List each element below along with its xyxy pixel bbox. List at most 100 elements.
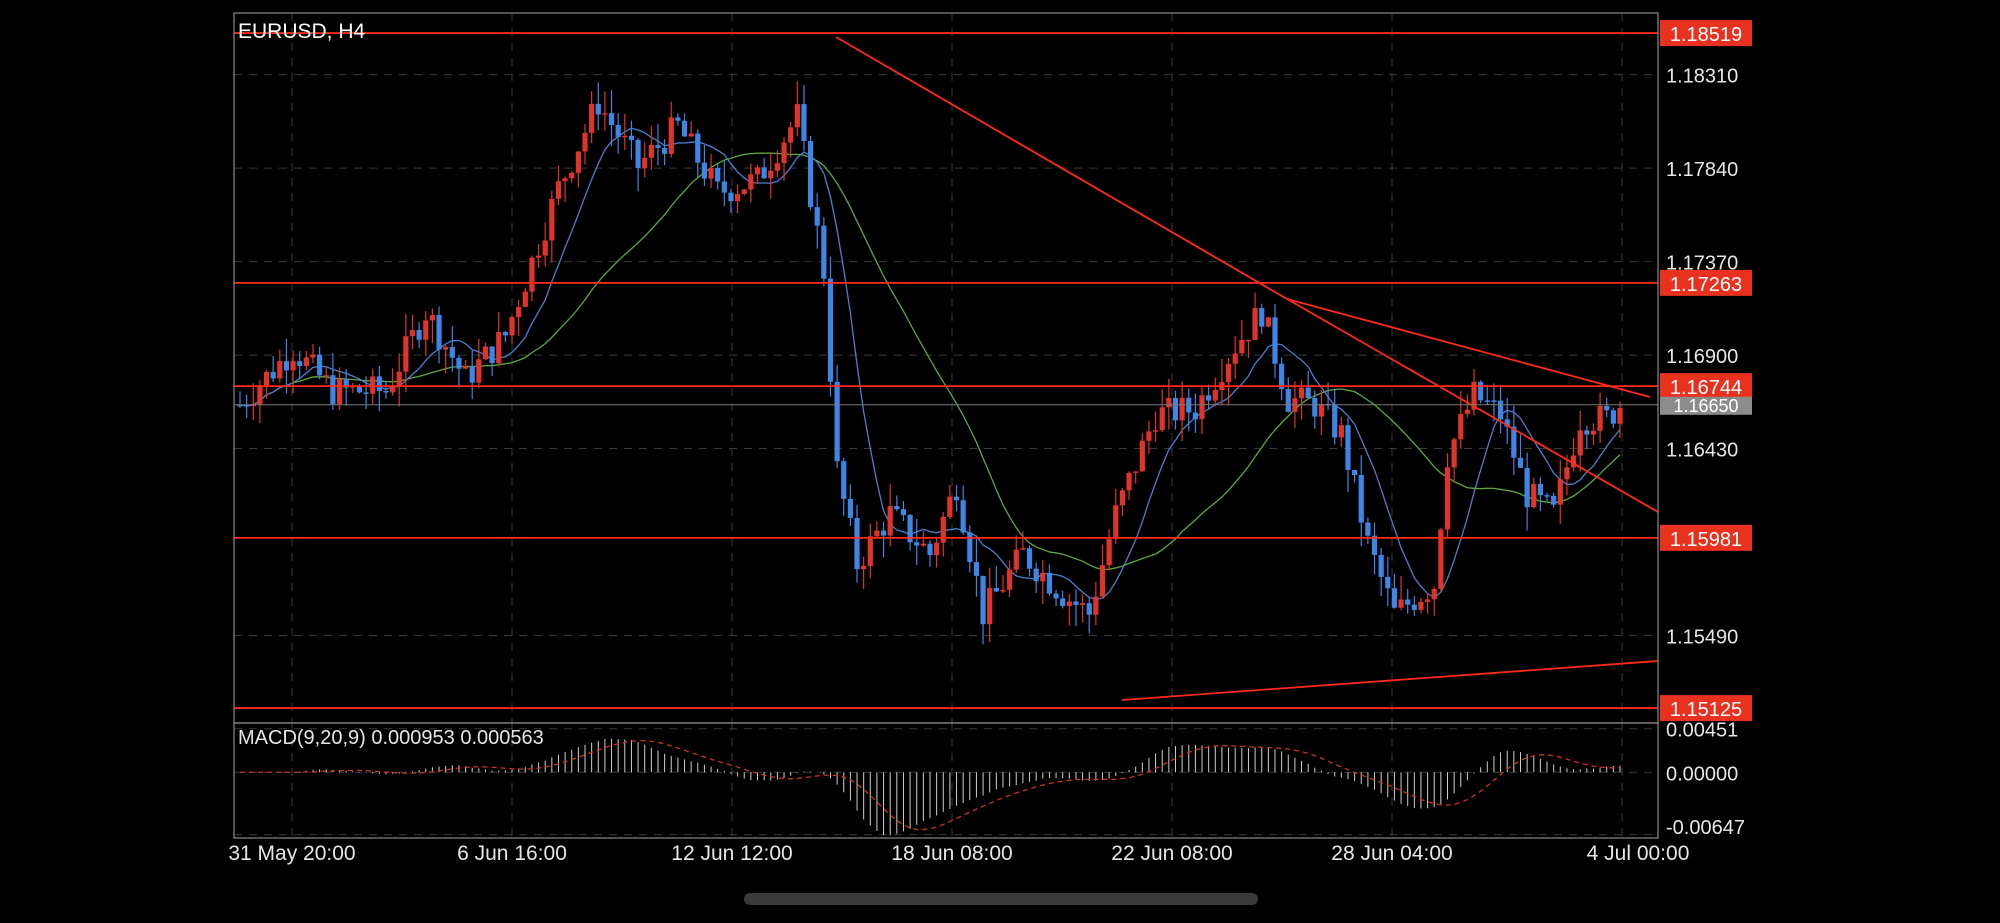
candle-body (615, 125, 621, 137)
price-tick-label: 1.17840 (1666, 159, 1738, 181)
level-price-badge (1660, 695, 1752, 722)
candle-body (1279, 363, 1285, 390)
candle-body (595, 103, 601, 115)
moving-average-fast-line (239, 127, 1621, 600)
candle-body (1199, 395, 1205, 420)
candle-body (1172, 397, 1179, 421)
trendline (1121, 660, 1659, 701)
candle-body (535, 255, 542, 258)
candlestick-series (237, 81, 1623, 645)
trendline (1286, 298, 1659, 513)
candle-body (443, 347, 449, 350)
candle-body (734, 193, 741, 202)
candle-body (330, 375, 336, 405)
candle-body (1298, 387, 1305, 399)
candle-body (695, 133, 701, 163)
trendline (1286, 298, 1651, 398)
candle-body (1590, 430, 1597, 435)
candle-body (1511, 426, 1517, 458)
current-price-badge (1660, 396, 1752, 415)
candle-body (967, 532, 973, 563)
price-tick-label: 1.15490 (1666, 626, 1738, 648)
candle-body (1537, 483, 1543, 496)
candle-body (263, 371, 270, 387)
candle-body (1385, 576, 1391, 589)
candle-body (960, 500, 966, 533)
level-price-badge (1660, 269, 1752, 296)
candle-body (748, 174, 754, 190)
candle-body (1398, 599, 1404, 608)
candle-body (741, 189, 747, 194)
candle-body (681, 120, 688, 137)
moving-average-fast (239, 127, 1621, 600)
time-tick-label: 22 Jun 08:00 (1111, 842, 1232, 865)
candle-body (1551, 495, 1557, 505)
candle-body (1000, 589, 1006, 592)
macd-tick-label: -0.00647 (1666, 817, 1745, 839)
candle-body (1497, 400, 1504, 420)
candle-body (1358, 474, 1364, 523)
time-axis: 31 May 20:00 6 Jun 16:00 12 Jun 12:00 18 Ju… (228, 842, 1689, 865)
candle-body (290, 361, 296, 371)
candle-body (323, 375, 329, 377)
price-tick-label: 1.16430 (1666, 440, 1738, 462)
candle-body (1431, 588, 1437, 600)
candle-body (1113, 505, 1119, 540)
price-axis: 1.18310 1.17840 1.17370 1.16900 1.16430 1.154… (1666, 66, 1738, 649)
candle-body (953, 496, 960, 501)
candle-body (827, 278, 834, 382)
candle-body (456, 357, 462, 369)
candle-body (522, 291, 528, 307)
level-price-label: 1.17263 (1670, 274, 1742, 296)
candle-body (887, 506, 893, 536)
candle-body (1570, 455, 1577, 468)
candle-body (655, 144, 661, 149)
candle-body (1617, 408, 1623, 424)
candle-body (721, 181, 727, 193)
symbol-label: EURUSD, H4 (238, 20, 366, 43)
candle-body (1564, 467, 1570, 480)
level-price-badge (1660, 20, 1752, 47)
candle-body (1405, 599, 1411, 605)
candle-body (1225, 363, 1232, 383)
candle-body (1159, 407, 1165, 431)
candle-body (1139, 440, 1145, 472)
candle-body (980, 575, 986, 625)
candle-body (920, 543, 926, 546)
candle-body (987, 587, 993, 625)
price-tick-label: 1.16900 (1666, 346, 1738, 368)
candle-body (821, 225, 827, 279)
candle-body (1597, 405, 1603, 431)
current-price-label: 1.16650 (1673, 396, 1738, 416)
candle-body (1206, 395, 1212, 401)
price-tick-label: 1.18310 (1666, 66, 1738, 88)
candle-body (549, 198, 555, 241)
candle-body (409, 329, 416, 337)
candle-body (807, 141, 814, 208)
candle-body (635, 139, 641, 169)
candle-body (1245, 339, 1252, 342)
moving-average-slow (239, 152, 1621, 571)
candle-body (608, 113, 615, 126)
candle-body (1079, 603, 1086, 605)
candle-body (469, 366, 475, 383)
candle-body (927, 543, 933, 556)
horizontal-levels[interactable]: 1.18519 1.17263 1.16744 1.15981 1.15125 1.166… (234, 20, 1752, 722)
candle-body (715, 168, 721, 182)
candle-body (1020, 548, 1026, 550)
level-price-label: 1.15981 (1670, 529, 1742, 551)
candle-body (283, 361, 290, 371)
trendlines[interactable] (835, 36, 1659, 701)
candle-body (244, 405, 250, 407)
candle-body (1259, 308, 1265, 327)
chart-grid (234, 13, 1658, 838)
level-price-badge (1660, 524, 1752, 551)
time-tick-label: 12 Jun 12:00 (671, 842, 792, 865)
candle-body (1086, 603, 1092, 615)
candle-body (1544, 495, 1550, 497)
candle-body (1305, 387, 1311, 399)
candle-body (575, 151, 581, 173)
candle-body (363, 392, 369, 394)
home-indicator[interactable] (744, 893, 1258, 905)
